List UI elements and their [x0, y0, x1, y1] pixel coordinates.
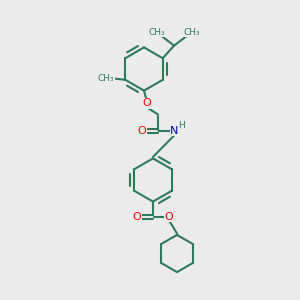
Text: H: H — [178, 122, 185, 130]
Text: N: N — [170, 126, 178, 136]
Text: CH₃: CH₃ — [183, 28, 200, 37]
Text: CH₃: CH₃ — [98, 74, 114, 83]
Text: CH₃: CH₃ — [148, 28, 165, 37]
Text: O: O — [164, 212, 173, 222]
Text: O: O — [132, 212, 141, 222]
Text: O: O — [142, 98, 151, 108]
Text: O: O — [137, 126, 146, 136]
